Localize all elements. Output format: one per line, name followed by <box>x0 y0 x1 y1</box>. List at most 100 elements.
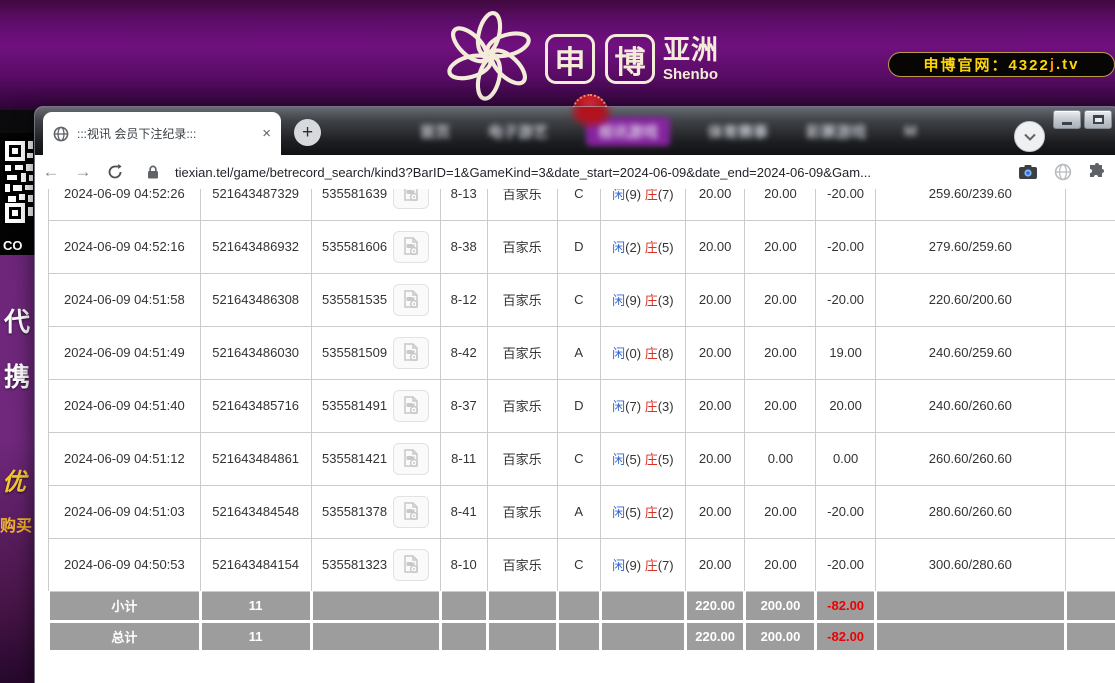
browser-tab[interactable]: :::视讯 会员下注纪录::: × <box>43 112 281 155</box>
cell-table-no: 8-37 <box>439 378 488 433</box>
player-label: 闲 <box>612 558 626 573</box>
cell-seat-letter: A <box>556 484 601 539</box>
camera-icon[interactable] <box>1018 164 1038 180</box>
bg-nav-item: M <box>904 122 917 140</box>
round-id: 535581378 <box>322 504 388 519</box>
cell-bet-amount[interactable]: 20.00 <box>684 325 746 380</box>
reload-button[interactable] <box>99 164 131 180</box>
player-label: 闲 <box>612 505 626 520</box>
cell-balance: 300.60/280.60 <box>874 537 1066 592</box>
video-replay-button[interactable] <box>393 442 430 475</box>
cell-balance: 259.60/239.60 <box>874 189 1066 221</box>
video-replay-button[interactable] <box>393 389 430 422</box>
cell-bet-amount[interactable]: 20.00 <box>684 219 746 274</box>
cell-bet-time: 2024-06-09 04:51:58 <box>48 272 201 327</box>
table-row: 2024-06-09 04:51:40 521643485716 5355814… <box>48 378 1115 433</box>
cell-valid-amount: 20.00 <box>744 219 817 274</box>
cell-winloss: 0.00 <box>815 431 876 486</box>
site-logo: 申 博 亚洲 Shenbo <box>443 6 719 102</box>
cell-winloss: -20.00 <box>815 219 876 274</box>
maximize-button[interactable] <box>1084 110 1112 129</box>
sidebar-buy-label: 购买 <box>0 518 33 535</box>
minimize-button[interactable] <box>1053 110 1081 129</box>
video-replay-button[interactable] <box>393 283 430 316</box>
cell-extra <box>1064 484 1115 539</box>
cell-valid-amount: 0.00 <box>744 431 817 486</box>
cell-table-no: 8-10 <box>439 537 488 592</box>
cell-round: 535581378 <box>310 484 441 539</box>
logo-region-text: 亚洲 <box>663 34 719 65</box>
cell-bet-amount[interactable]: 20.00 <box>684 272 746 327</box>
round-id: 535581639 <box>322 189 388 201</box>
table-row: 2024-06-09 04:51:03 521643484548 5355813… <box>48 484 1115 539</box>
cell-balance: 220.60/200.60 <box>874 272 1066 327</box>
player-label: 闲 <box>612 293 626 308</box>
cell-table-no: 8-13 <box>439 189 488 221</box>
cell-extra <box>1064 219 1115 274</box>
video-replay-button[interactable] <box>393 230 430 263</box>
cell-bet-amount[interactable]: 20.00 <box>684 189 746 221</box>
cell-winloss: -20.00 <box>815 484 876 539</box>
cell-extra <box>1064 189 1115 221</box>
cell-bet-id: 521643487329 <box>199 189 312 221</box>
cell-bet-time: 2024-06-09 04:51:12 <box>48 431 201 486</box>
logo-char-box-2: 博 <box>605 34 655 84</box>
translate-globe-icon[interactable] <box>1054 163 1072 181</box>
address-bar[interactable]: tiexian.tel/game/betrecord_search/kind3?… <box>175 164 871 180</box>
round-id: 535581421 <box>322 451 388 466</box>
total-row: 总计 11 220.00 200.00 -82.00 <box>47 619 1115 653</box>
cell-game-name: 百家乐 <box>486 378 558 433</box>
cell-bet-amount[interactable]: 20.00 <box>684 537 746 592</box>
banker-points: (8) <box>657 346 674 361</box>
cell-bet-amount[interactable]: 20.00 <box>684 484 746 539</box>
player-points: (5) <box>625 505 642 520</box>
chevron-down-icon <box>1023 133 1036 141</box>
cell-seat-letter: C <box>556 189 601 221</box>
official-site-banner[interactable]: 申博官网：4322 j .tv <box>888 52 1115 77</box>
video-replay-button[interactable] <box>393 495 430 528</box>
cell-bet-time: 2024-06-09 04:52:26 <box>48 189 201 221</box>
qr-caption: CO <box>3 238 23 253</box>
total-valid: 200.00 <box>743 619 818 653</box>
cell-bet-amount[interactable]: 20.00 <box>684 431 746 486</box>
video-replay-button[interactable] <box>393 336 430 369</box>
subtotal-bet: 220.00 <box>683 591 747 623</box>
cell-winloss: -20.00 <box>815 189 876 221</box>
video-replay-button[interactable] <box>393 189 430 210</box>
forward-button[interactable]: → <box>74 162 92 181</box>
cell-balance: 260.60/260.60 <box>874 431 1066 486</box>
maximize-icon <box>1092 115 1104 124</box>
cell-balance: 240.60/260.60 <box>874 378 1066 433</box>
table-row: 2024-06-09 04:51:49 521643486030 5355815… <box>48 325 1115 380</box>
tab-search-button[interactable] <box>1014 121 1045 152</box>
lock-icon[interactable] <box>139 165 167 179</box>
cell-bet-amount[interactable]: 20.00 <box>684 378 746 433</box>
extensions-puzzle-icon[interactable] <box>1088 163 1106 181</box>
player-label: 闲 <box>612 399 626 414</box>
cell-seat-letter: C <box>556 431 601 486</box>
new-tab-button[interactable]: + <box>294 119 321 146</box>
bg-nav-item: 电子游艺 <box>488 123 549 141</box>
cell-round: 535581606 <box>310 219 441 274</box>
cell-table-no: 8-41 <box>439 484 488 539</box>
tab-close-icon[interactable]: × <box>262 125 271 142</box>
cell-bet-id: 521643484861 <box>199 431 312 486</box>
cell-valid-amount: 20.00 <box>744 325 817 380</box>
qr-code-widget: CO <box>0 133 36 255</box>
back-button[interactable]: ← <box>42 162 60 181</box>
sidebar-gold-char: 优 <box>2 469 26 496</box>
cell-bet-time: 2024-06-09 04:51:40 <box>48 378 201 433</box>
player-label: 闲 <box>612 189 626 202</box>
cell-game-name: 百家乐 <box>486 484 558 539</box>
subtotal-label: 小计 <box>47 591 202 623</box>
cell-seat-letter: C <box>556 537 601 592</box>
cell-game-name: 百家乐 <box>486 537 558 592</box>
total-count: 11 <box>198 619 313 653</box>
sidebar-char-2: 携 <box>4 362 31 392</box>
cell-round: 535581491 <box>310 378 441 433</box>
cell-seat-letter: A <box>556 325 601 380</box>
player-label: 闲 <box>612 346 626 361</box>
cell-bet-time: 2024-06-09 04:51:03 <box>48 484 201 539</box>
video-replay-button[interactable] <box>393 548 430 581</box>
cell-round: 535581535 <box>310 272 441 327</box>
